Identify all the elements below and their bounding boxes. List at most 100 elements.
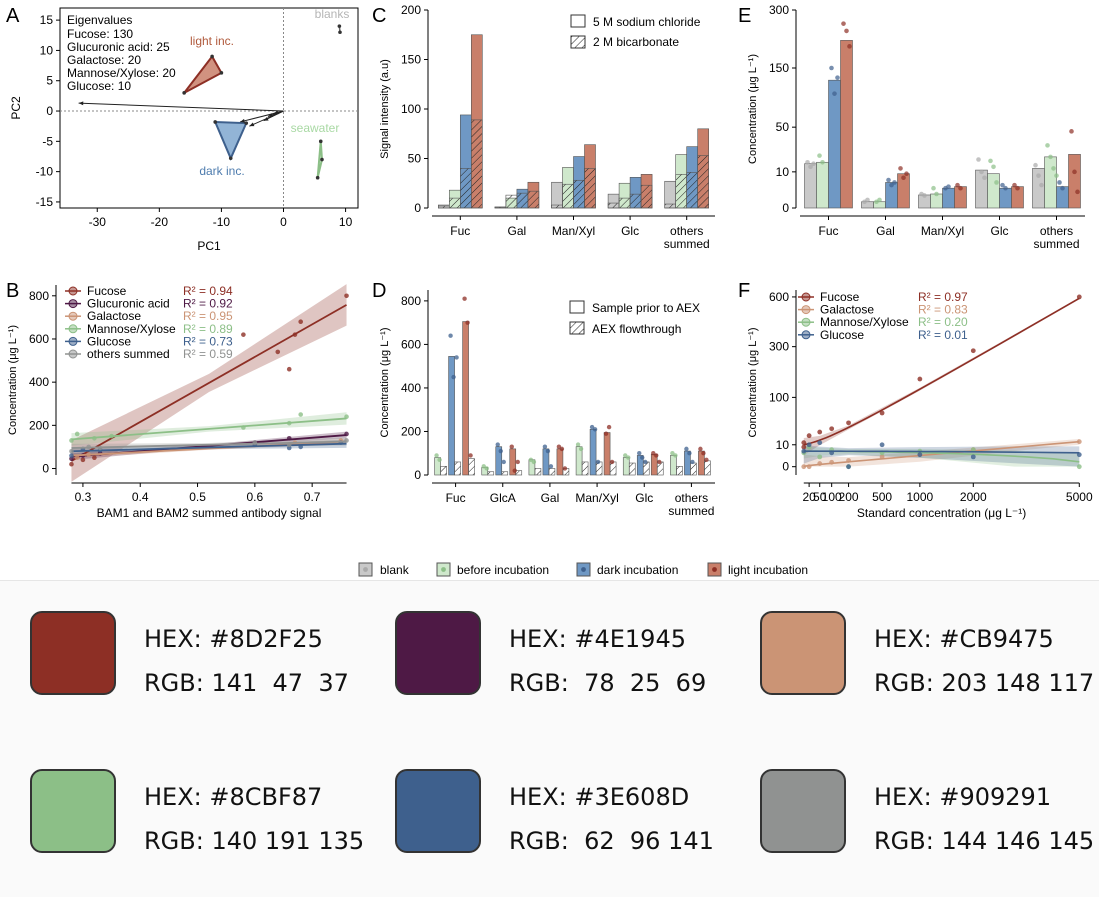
- bar-flowthrough: [440, 465, 447, 476]
- data-point: [801, 448, 807, 454]
- swatch-chip: [30, 769, 116, 853]
- replicate-dot: [1012, 182, 1017, 188]
- swatch-mannose-xylose: HEX: #8CBF87 RGB: 140 191 135: [0, 739, 364, 859]
- legend-dot-blank: [363, 567, 368, 572]
- data-point: [344, 293, 349, 299]
- replicate-dot: [643, 459, 648, 465]
- x-tick-label: 0.6: [247, 490, 264, 504]
- replicate-dot: [934, 191, 939, 197]
- data-point: [74, 455, 80, 461]
- x-tick-label: 0.4: [132, 490, 149, 504]
- legend-label-flowthrough: AEX flowthrough: [592, 322, 681, 336]
- bar-concentration: [804, 163, 817, 209]
- replicate-dot: [805, 159, 810, 165]
- legend-label: Mannose/Xylose: [820, 315, 909, 329]
- bar-bicarbonate: [527, 190, 540, 209]
- replicate-dot: [889, 182, 894, 188]
- sample-point: [338, 30, 342, 35]
- bar-concentration: [975, 169, 988, 209]
- sample-point: [213, 120, 218, 124]
- bar-prior: [589, 428, 597, 476]
- y-tick-label: 0: [42, 462, 49, 476]
- y-tick-label: 400: [401, 381, 421, 395]
- eigenvalue-entry: Galactose: 20: [67, 53, 141, 67]
- replicate-dot: [437, 457, 442, 462]
- bar-bicarbonate: [551, 204, 563, 209]
- data-point: [69, 456, 74, 462]
- legend-r2: R² = 0.73: [183, 334, 233, 348]
- replicate-dot: [498, 448, 503, 454]
- data-point: [817, 440, 823, 446]
- sample-point: [182, 91, 186, 95]
- x-tick-label: 2000: [960, 490, 987, 504]
- loading-arrowhead: [78, 101, 84, 106]
- swatch-hex: HEX: #8CBF87: [144, 783, 323, 811]
- panel-label-f: F: [738, 280, 750, 302]
- y-tick-label: 50: [776, 120, 790, 134]
- legend-label-nacl: 5 M sodium chloride: [593, 15, 701, 29]
- bar-flowthrough: [487, 471, 495, 476]
- loading-arrowhead: [240, 118, 245, 123]
- legend-r2: R² = 0.94: [183, 284, 233, 298]
- legend-marker: [801, 305, 811, 315]
- swatch-chip: [30, 611, 116, 695]
- legend-swatch-bicarbonate: [570, 35, 586, 49]
- color-swatch-panel: HEX: #8D2F25 RGB: 141 47 37 HEX: #4E1945…: [0, 580, 1099, 897]
- swatch-glucuronic-acid: HEX: #4E1945 RGB: 78 25 69: [365, 581, 707, 701]
- category-label: GlcA: [490, 491, 516, 505]
- swatch-chip: [395, 769, 481, 853]
- x-tick-label: 50: [813, 490, 827, 504]
- bar-flowthrough: [690, 462, 697, 476]
- data-point: [801, 464, 807, 470]
- data-point: [846, 464, 851, 470]
- bar-prior: [622, 457, 630, 476]
- bar-flowthrough: [676, 465, 683, 476]
- replicate-dot: [595, 459, 601, 465]
- bar-flowthrough: [501, 471, 509, 476]
- data-point: [74, 431, 80, 437]
- data-point: [80, 457, 86, 463]
- bar-concentration: [828, 79, 841, 209]
- y-tick-label: 0: [46, 104, 53, 118]
- x-tick-label: 500: [872, 490, 892, 504]
- category-label: Man/Xyl: [921, 224, 964, 238]
- bar-flowthrough: [515, 470, 523, 476]
- bar-bicarbonate: [459, 168, 472, 209]
- x-axis-label: PC1: [197, 239, 221, 253]
- replicate-dot: [495, 442, 500, 447]
- panel-c-signal-bars: 0 50 100 150 200 Signal intensity (a.u) Fuc Gal…: [379, 3, 715, 251]
- replicate-dot: [687, 451, 692, 456]
- legend-label-dark: dark incubation: [597, 563, 678, 577]
- swatch-chip: [760, 611, 846, 695]
- loading-arrowhead: [249, 122, 255, 127]
- replicate-dot: [1072, 169, 1077, 175]
- group-label: blanks: [315, 7, 350, 21]
- data-point: [69, 461, 74, 467]
- data-point: [241, 332, 246, 337]
- data-point: [829, 459, 835, 465]
- data-point: [1076, 439, 1082, 445]
- x-axis-label: Standard concentration (μg L⁻¹): [857, 506, 1026, 520]
- bar-prior: [556, 448, 564, 476]
- y-tick-label: 600: [769, 290, 789, 304]
- legend-label: Glucose: [820, 328, 864, 342]
- swatch-rgb: RGB: 78 25 69: [509, 669, 707, 697]
- x-tick-label: -10: [213, 215, 231, 229]
- replicate-dot: [640, 455, 645, 460]
- figure-canvas: A B C D E F -15 -10 -5 0 5 10 15 -30 -20 -10 0 10 PC…: [6, 3, 1093, 577]
- bar-bicarbonate: [697, 155, 710, 209]
- regression-line: [71, 417, 347, 441]
- replicate-dot: [704, 457, 709, 462]
- legend-marker: [68, 299, 78, 309]
- data-point: [806, 442, 812, 448]
- x-tick-label: 1000: [907, 490, 934, 504]
- replicate-dot: [1003, 185, 1008, 191]
- y-tick-label: 300: [769, 3, 789, 17]
- replicate-dot: [559, 446, 565, 452]
- replicate-dot: [1069, 129, 1074, 134]
- data-point: [1076, 294, 1082, 300]
- swatch-glucose: HEX: #3E608D RGB: 62 96 141: [365, 739, 714, 859]
- y-axis-label: Concentration (μg L⁻¹): [379, 328, 391, 438]
- loading-arrowhead: [267, 113, 273, 117]
- swatch-hex: HEX: #3E608D: [509, 783, 690, 811]
